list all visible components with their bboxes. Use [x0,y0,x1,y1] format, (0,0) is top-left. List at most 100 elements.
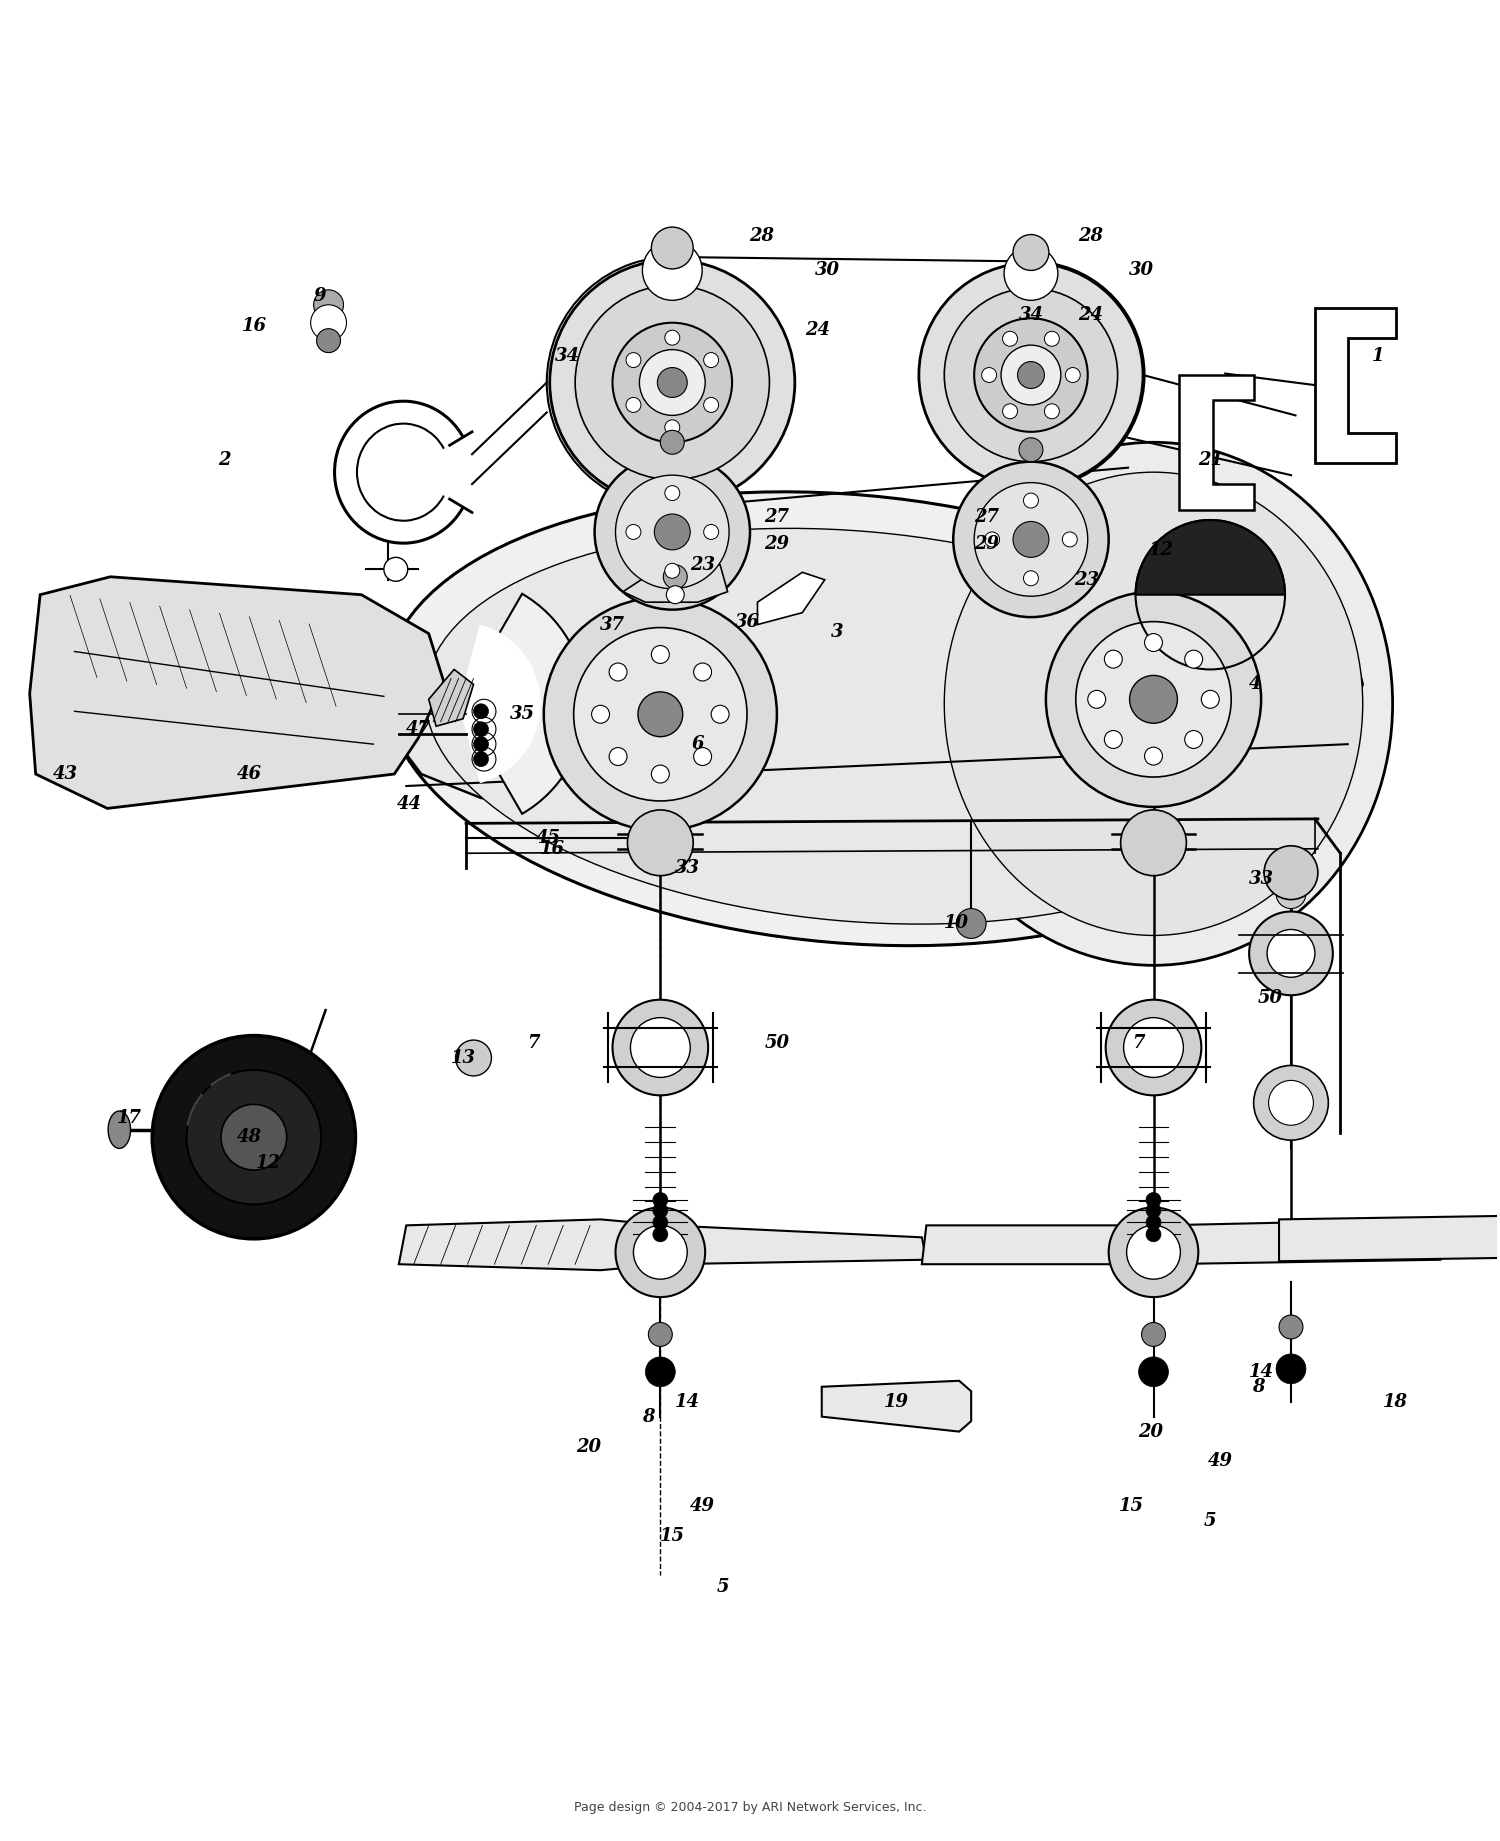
Circle shape [663,565,687,589]
Circle shape [615,1208,705,1298]
Circle shape [1202,690,1219,709]
Ellipse shape [108,1110,130,1149]
Circle shape [1146,1193,1161,1208]
Text: 12: 12 [256,1154,282,1171]
Circle shape [1126,1226,1180,1279]
Circle shape [1002,403,1017,418]
Circle shape [574,285,770,481]
Text: 13: 13 [450,1049,476,1068]
Circle shape [1104,731,1122,749]
Circle shape [638,692,682,736]
Circle shape [474,722,489,736]
Text: 24: 24 [804,320,830,339]
Text: 28: 28 [1078,226,1102,245]
Circle shape [1000,344,1060,405]
Circle shape [1124,1018,1184,1077]
Circle shape [626,398,640,412]
Ellipse shape [945,471,1362,935]
Circle shape [1146,1215,1161,1230]
Circle shape [1106,1000,1202,1095]
Text: 29: 29 [765,536,789,552]
Text: 5: 5 [1204,1511,1216,1530]
Circle shape [612,1000,708,1095]
Polygon shape [668,1226,927,1265]
Circle shape [1104,650,1122,668]
Text: 19: 19 [884,1392,909,1410]
Text: 44: 44 [398,795,422,814]
Circle shape [652,1215,668,1230]
Text: 20: 20 [1138,1423,1162,1442]
Circle shape [639,350,705,416]
Circle shape [1185,650,1203,668]
Circle shape [1017,361,1044,388]
Text: 48: 48 [237,1129,262,1147]
Circle shape [609,663,627,681]
Text: 30: 30 [815,261,840,280]
Circle shape [1269,1081,1314,1125]
Circle shape [660,431,684,455]
Circle shape [1065,368,1080,383]
Text: 7: 7 [1132,1035,1144,1051]
Circle shape [1023,571,1038,585]
Circle shape [1268,930,1316,978]
Text: 33: 33 [1248,869,1274,887]
Text: 15: 15 [660,1528,686,1545]
Polygon shape [429,670,474,725]
Circle shape [945,289,1118,462]
Circle shape [664,563,680,578]
Circle shape [474,751,489,766]
Circle shape [626,525,640,539]
Text: 20: 20 [576,1438,602,1456]
Text: 2: 2 [217,451,229,469]
Text: 14: 14 [675,1392,699,1410]
Text: Page design © 2004-2017 by ARI Network Services, Inc.: Page design © 2004-2017 by ARI Network S… [573,1800,926,1815]
Circle shape [981,368,996,383]
Circle shape [1013,521,1048,558]
Circle shape [651,766,669,782]
Circle shape [591,705,609,724]
Circle shape [630,1018,690,1077]
Circle shape [704,398,718,412]
Text: 34: 34 [555,346,580,365]
Circle shape [1250,911,1334,996]
Circle shape [704,353,718,368]
Text: 15: 15 [1119,1497,1143,1515]
Ellipse shape [386,492,1310,946]
Text: 34: 34 [1019,306,1044,324]
Text: 37: 37 [600,615,625,633]
Text: 9: 9 [314,287,326,306]
Circle shape [704,525,718,539]
Circle shape [152,1036,356,1239]
Circle shape [549,260,795,504]
Circle shape [664,330,680,344]
Circle shape [1108,1208,1198,1298]
Text: 4: 4 [1250,676,1262,694]
Text: 27: 27 [974,508,999,527]
Circle shape [1138,1357,1168,1386]
Circle shape [1185,731,1203,749]
Circle shape [573,628,747,801]
Wedge shape [459,624,542,782]
Text: 6: 6 [692,735,703,753]
Circle shape [474,703,489,718]
Circle shape [657,368,687,398]
Text: 16: 16 [242,317,267,335]
Text: 50: 50 [765,1035,789,1051]
Circle shape [384,558,408,582]
Circle shape [456,1040,492,1075]
Circle shape [1276,878,1306,909]
Text: 8: 8 [1252,1377,1264,1395]
Circle shape [664,420,680,434]
Polygon shape [399,1219,668,1270]
Polygon shape [822,1381,971,1432]
Circle shape [920,263,1143,488]
Circle shape [1274,858,1310,893]
Text: 45: 45 [536,828,561,847]
Circle shape [1019,438,1042,462]
Text: 3: 3 [831,622,843,641]
Polygon shape [1179,376,1254,510]
Circle shape [474,736,489,751]
Polygon shape [1316,307,1395,464]
Circle shape [627,810,693,876]
Circle shape [1130,676,1178,724]
